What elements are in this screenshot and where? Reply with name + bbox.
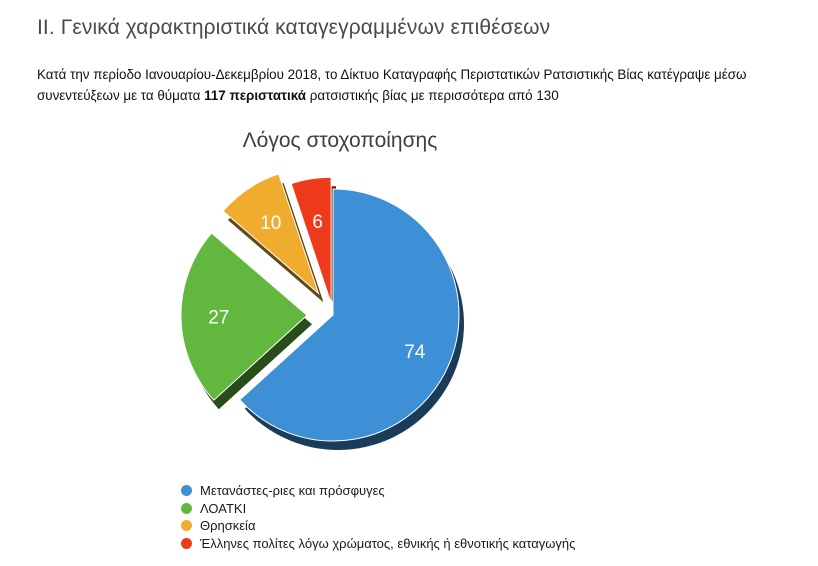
intro-paragraph: Κατά την περίοδο Ιανουαρίου-Δεκεμβρίου 2… [37,64,777,106]
legend-label: Μετανάστες-ριες και πρόσφυγες [200,483,385,498]
data-label-greek-citizens: 6 [312,212,323,233]
legend-marker [181,520,192,532]
intro-text-start: Κατά την περίοδο Ιανουαρίου-Δεκεμβρίου 2… [37,67,747,103]
legend-marker [181,537,192,549]
pie-slice-greek-citizens [290,176,332,304]
legend-label: Θρησκεία [200,518,256,533]
pie-slice-religion [222,173,320,295]
legend-marker [181,485,192,497]
data-label-migrants-refugees: 74 [404,342,426,363]
legend-item: ΛΟΑΤΚΙ [181,500,575,518]
page-heading: II. Γενικά χαρακτηριστικά καταγεγραμμένω… [37,16,551,39]
legend-label: Έλληνες πολίτες λόγω χρώματος, εθνικής ή… [200,535,576,551]
intro-text-bold: 117 περιστατικά [204,88,307,103]
pie-slice-lgbtqi [180,232,308,401]
legend-label: ΛΟΑΤΚΙ [200,500,247,516]
chart-legend: Μετανάστες-ριες και πρόσφυγες ΛΟΑΤΚΙ Θρη… [181,482,575,552]
legend-marker [181,502,192,514]
data-label-religion: 10 [260,213,281,234]
pie-chart-svg: 74 27 10 6 [180,173,464,450]
chart-title: Λόγος στοχοποίησης [242,129,438,152]
legend-item: Μετανάστες-ριες και πρόσφυγες [181,482,575,500]
data-label-lgbtqi: 27 [208,308,229,329]
pie-slice-migrants-refugees [239,188,460,442]
intro-text-end: ρατσιστικής βίας με περισσότερα από 130 [306,88,559,103]
legend-item: Θρησκεία [181,517,575,535]
legend-item: Έλληνες πολίτες λόγω χρώματος, εθνικής ή… [181,535,575,553]
pie-chart: 74 27 10 6 [150,160,530,480]
